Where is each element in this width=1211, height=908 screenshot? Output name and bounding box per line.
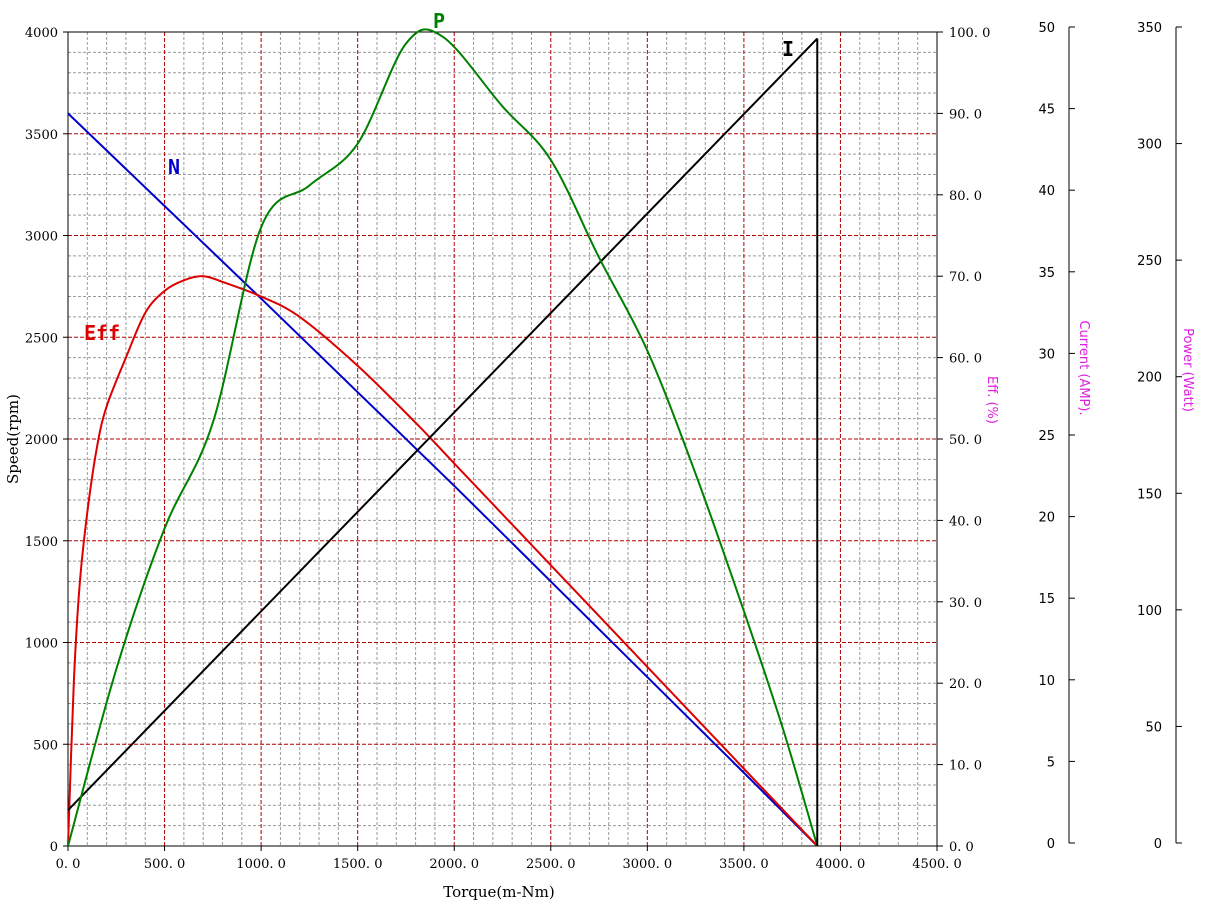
secondary-tick-label: 0 (1047, 837, 1055, 852)
secondary-tick-label: 20. 0 (949, 677, 982, 692)
series-label-p: P (433, 9, 445, 33)
series-line-i (67, 37, 818, 811)
secondary-tick-label: 0. 0 (949, 840, 974, 855)
series-line-eff (67, 275, 818, 847)
secondary-tick-label: 150 (1137, 487, 1162, 502)
secondary-tick-label: 70. 0 (949, 270, 982, 285)
axes: 0. 0 500. 0 1000. 0 1500. 0 2000. 0 2500. 0 30… (25, 21, 1182, 872)
y-tick-label: 0 (50, 840, 58, 855)
secondary-tick-label: 60. 0 (949, 352, 982, 367)
y-tick-label: 4000 (25, 26, 58, 41)
secondary-tick-label: 50. 0 (949, 433, 982, 448)
secondary-tick-label: 10 (1038, 674, 1055, 689)
x-tick-label: 4500. 0 (912, 857, 962, 872)
x-tick-label: 500. 0 (144, 857, 185, 872)
secondary-tick-label: 10. 0 (949, 759, 982, 774)
secondary-tick-label: 90. 0 (949, 107, 982, 122)
series-label-eff: Eff (84, 321, 120, 345)
x-tick-label: 3500. 0 (719, 857, 769, 872)
secondary-tick-label: 20 (1038, 511, 1055, 526)
secondary-tick-label: 80. 0 (949, 189, 982, 204)
x-tick-label: 2000. 0 (429, 857, 479, 872)
x-axis-label: Torque(m-Nm) (443, 883, 555, 901)
secondary-tick-label: 50 (1145, 720, 1162, 735)
secondary-tick-label: 30 (1038, 347, 1055, 362)
secondary-tick-label: 45 (1038, 103, 1055, 118)
y-tick-label: 1000 (25, 637, 58, 652)
secondary-tick-label: 5 (1047, 755, 1055, 770)
secondary-tick-label: 200 (1137, 371, 1162, 386)
x-tick-label: 0. 0 (56, 857, 81, 872)
y-tick-label: 500 (33, 738, 58, 753)
secondary-tick-label: 50 (1038, 21, 1055, 36)
y-tick-label: 2500 (25, 331, 58, 346)
y-tick-label: 3500 (25, 128, 58, 143)
eff-axis-label: Eff. (%) (984, 376, 999, 424)
secondary-tick-label: 300 (1137, 138, 1162, 153)
y-tick-label: 1500 (25, 535, 58, 550)
series-line-n (67, 112, 818, 847)
secondary-tick-label: 350 (1137, 21, 1162, 36)
series-label-n: N (168, 155, 180, 179)
secondary-tick-label: 40. 0 (949, 514, 982, 529)
series-layer (67, 28, 819, 847)
power-axis-label: Power (Watt) (1180, 328, 1195, 412)
secondary-tick-label: 40 (1038, 184, 1055, 199)
y-axis-label: Speed(rpm) (4, 394, 22, 484)
x-tick-label: 1500. 0 (333, 857, 383, 872)
secondary-tick-label: 35 (1038, 266, 1055, 281)
x-tick-label: 1000. 0 (236, 857, 286, 872)
secondary-tick-label: 15 (1038, 592, 1055, 607)
y-tick-label: 3000 (25, 230, 58, 245)
series-line-p (67, 28, 819, 847)
series-label-i: I (782, 37, 794, 61)
secondary-tick-label: 100. 0 (949, 26, 990, 41)
labels: Torque(m-Nm) Speed(rpm) Eff. (%) Current… (4, 9, 1195, 901)
x-tick-label: 3000. 0 (623, 857, 673, 872)
x-tick-label: 4000. 0 (816, 857, 866, 872)
secondary-tick-label: 250 (1137, 254, 1162, 269)
x-tick-label: 2500. 0 (526, 857, 576, 872)
secondary-tick-label: 100 (1137, 604, 1162, 619)
secondary-tick-label: 0 (1154, 837, 1162, 852)
secondary-tick-label: 25 (1038, 429, 1055, 444)
secondary-tick-label: 30. 0 (949, 596, 982, 611)
y-tick-label: 2000 (25, 433, 58, 448)
current-axis-label: Current (AMP). (1076, 320, 1091, 415)
